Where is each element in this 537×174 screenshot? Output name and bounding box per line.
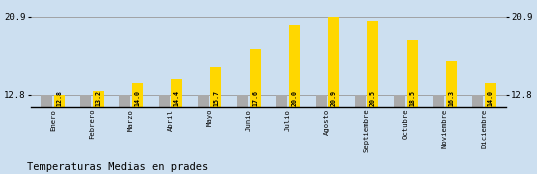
Bar — [132, 83, 143, 107]
Bar — [407, 40, 418, 107]
Text: 20.0: 20.0 — [292, 90, 297, 106]
Bar — [394, 95, 405, 107]
Bar — [211, 67, 221, 107]
Bar — [171, 79, 182, 107]
Bar — [485, 83, 496, 107]
Bar — [119, 95, 130, 107]
Text: 14.0: 14.0 — [488, 90, 494, 106]
Bar — [367, 21, 378, 107]
Text: 16.3: 16.3 — [448, 90, 454, 106]
Text: 13.2: 13.2 — [95, 90, 101, 106]
Bar — [355, 95, 366, 107]
Text: Temperaturas Medias en prades: Temperaturas Medias en prades — [27, 162, 208, 172]
Bar — [328, 17, 339, 107]
Bar — [446, 61, 457, 107]
Text: 14.4: 14.4 — [174, 90, 180, 106]
Bar — [41, 95, 52, 107]
Bar — [433, 95, 444, 107]
Text: 14.0: 14.0 — [134, 90, 141, 106]
Bar — [473, 95, 483, 107]
Text: 20.5: 20.5 — [370, 90, 376, 106]
Text: 18.5: 18.5 — [409, 90, 415, 106]
Text: 12.8: 12.8 — [56, 90, 62, 106]
Text: 17.6: 17.6 — [252, 90, 258, 106]
Bar — [159, 95, 170, 107]
Text: 15.7: 15.7 — [213, 90, 219, 106]
Bar — [54, 95, 64, 107]
Bar — [277, 95, 287, 107]
Bar — [289, 25, 300, 107]
Bar — [93, 91, 104, 107]
Bar — [198, 95, 209, 107]
Text: 20.9: 20.9 — [331, 90, 337, 106]
Bar — [250, 49, 260, 107]
Bar — [237, 95, 248, 107]
Bar — [80, 95, 91, 107]
Bar — [316, 95, 326, 107]
